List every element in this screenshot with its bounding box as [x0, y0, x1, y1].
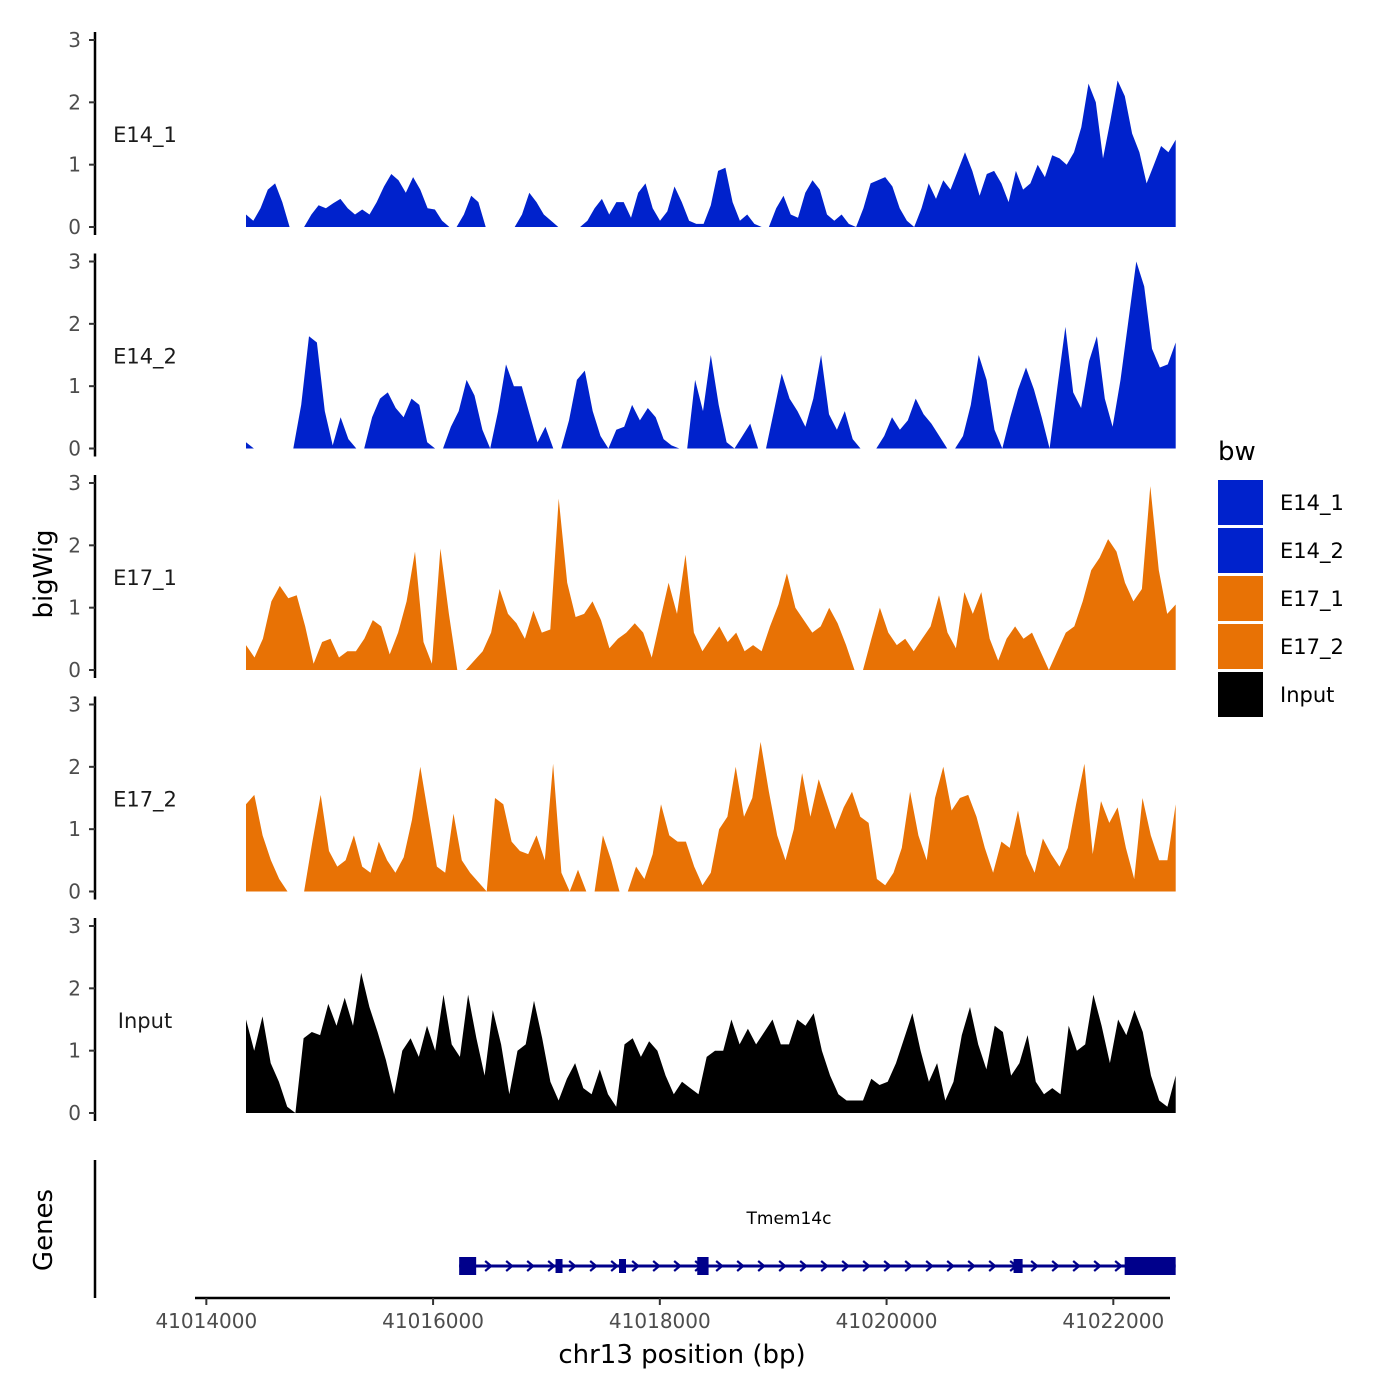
y-tick-label: 0 [68, 1101, 81, 1125]
strand-chevron [673, 1260, 682, 1272]
y-tick-label: 2 [68, 533, 81, 557]
y-tick-label: 2 [68, 976, 81, 1000]
strand-chevron [904, 1260, 913, 1272]
y-axis-title: bigWig [29, 529, 59, 618]
y-tick-label: 0 [68, 658, 81, 682]
strand-chevron [946, 1260, 955, 1272]
gene-exon [619, 1259, 627, 1273]
gene-exon [555, 1259, 563, 1273]
y-tick-label: 2 [68, 90, 81, 114]
strand-chevron [505, 1260, 514, 1272]
track-e14_2: 0 1 2 3 E14_2 [68, 250, 1176, 461]
y-tick-label: 3 [68, 914, 81, 938]
x-axis-title: chr13 position (bp) [558, 1340, 805, 1370]
y-tick-label: 1 [68, 596, 81, 620]
legend-swatch-e17_1 [1218, 576, 1263, 621]
x-tick-label: 41022000 [1062, 1309, 1164, 1333]
strand-chevron [715, 1260, 724, 1272]
legend-title: bw [1218, 437, 1256, 467]
strand-chevron [547, 1260, 556, 1272]
legend-label: E14_1 [1280, 491, 1344, 516]
area-input [246, 972, 1176, 1113]
legend-swatch-e17_2 [1218, 624, 1263, 669]
gene-exon [1013, 1259, 1023, 1273]
track-label: E17_1 [113, 566, 177, 591]
y-tick-label: 3 [68, 693, 81, 717]
strand-chevron [736, 1260, 745, 1272]
track-e14_1: 0 1 2 3 E14_1 [68, 28, 1176, 239]
legend: E14_1 E14_2 E17_1 E17_2 Input [1218, 480, 1344, 717]
strand-chevron [757, 1260, 766, 1272]
strand-chevron [1051, 1260, 1060, 1272]
strand-chevron [778, 1260, 787, 1272]
area-e17_1 [246, 486, 1176, 670]
strand-chevron [799, 1260, 808, 1272]
genes-axis-title: Genes [29, 1189, 59, 1271]
strand-chevron [610, 1260, 619, 1272]
strand-chevron [589, 1260, 598, 1272]
x-tick-label: 41014000 [155, 1309, 257, 1333]
strand-chevron [526, 1260, 535, 1272]
strand-chevron [988, 1260, 997, 1272]
track-input: 0 1 2 3 Input [68, 914, 1176, 1125]
track-e17_2: 0 1 2 3 E17_2 [68, 693, 1176, 904]
x-axis: 41014000 41016000 41018000 41020000 41022000 [155, 1296, 1170, 1333]
legend-label: E17_2 [1280, 635, 1344, 660]
y-tick-label: 3 [68, 28, 81, 52]
strand-chevron [631, 1260, 640, 1272]
y-tick-label: 3 [68, 250, 81, 274]
strand-chevron [1093, 1260, 1102, 1272]
strand-chevron [841, 1260, 850, 1272]
strand-chevron [652, 1260, 661, 1272]
strand-chevron [1072, 1260, 1081, 1272]
y-tick-label: 0 [68, 437, 81, 461]
track-e17_1: 0 1 2 3 E17_1 [68, 471, 1176, 682]
x-tick-label: 41018000 [609, 1309, 711, 1333]
track-label: E14_1 [113, 123, 177, 148]
gene-track: Tmem14c [93, 1160, 1176, 1298]
strand-chevron [820, 1260, 829, 1272]
y-tick-label: 1 [68, 374, 81, 398]
strand-chevron [1114, 1260, 1123, 1272]
track-label: Input [118, 1009, 172, 1033]
y-tick-label: 0 [68, 880, 81, 904]
y-tick-label: 2 [68, 755, 81, 779]
y-tick-label: 1 [68, 817, 81, 841]
track-label: E14_2 [113, 345, 177, 370]
x-tick-label: 41020000 [836, 1309, 938, 1333]
strand-chevron [1030, 1260, 1039, 1272]
area-e14_2 [246, 261, 1176, 449]
strand-chevron [883, 1260, 892, 1272]
area-e14_1 [246, 80, 1176, 227]
x-tick-label: 41016000 [382, 1309, 484, 1333]
strand-chevron [484, 1260, 493, 1272]
area-e17_2 [246, 741, 1176, 892]
gene-name-label: Tmem14c [746, 1209, 832, 1229]
legend-label: E17_1 [1280, 587, 1344, 612]
legend-label: E14_2 [1280, 539, 1344, 564]
strand-chevron [967, 1260, 976, 1272]
y-tick-label: 1 [68, 1039, 81, 1063]
signal-tracks: 0 1 2 3 E14_1 0 1 2 3 E14_2 0 1 2 3 E17_1 0 1 2 3 E17_2 0 1 2 3… [68, 28, 1176, 1125]
legend-swatch-e14_1 [1218, 480, 1263, 525]
y-tick-label: 0 [68, 215, 81, 239]
y-tick-label: 1 [68, 153, 81, 177]
strand-chevron [925, 1260, 934, 1272]
gene-exon [1124, 1257, 1176, 1275]
gene-exon [697, 1257, 709, 1275]
legend-swatch-input [1218, 672, 1263, 717]
strand-chevron [568, 1260, 577, 1272]
strand-chevron [862, 1260, 871, 1272]
y-tick-label: 2 [68, 312, 81, 336]
y-tick-label: 3 [68, 471, 81, 495]
gene-exon [459, 1257, 477, 1275]
legend-label: Input [1280, 683, 1334, 707]
legend-swatch-e14_2 [1218, 528, 1263, 573]
track-label: E17_2 [113, 788, 177, 813]
